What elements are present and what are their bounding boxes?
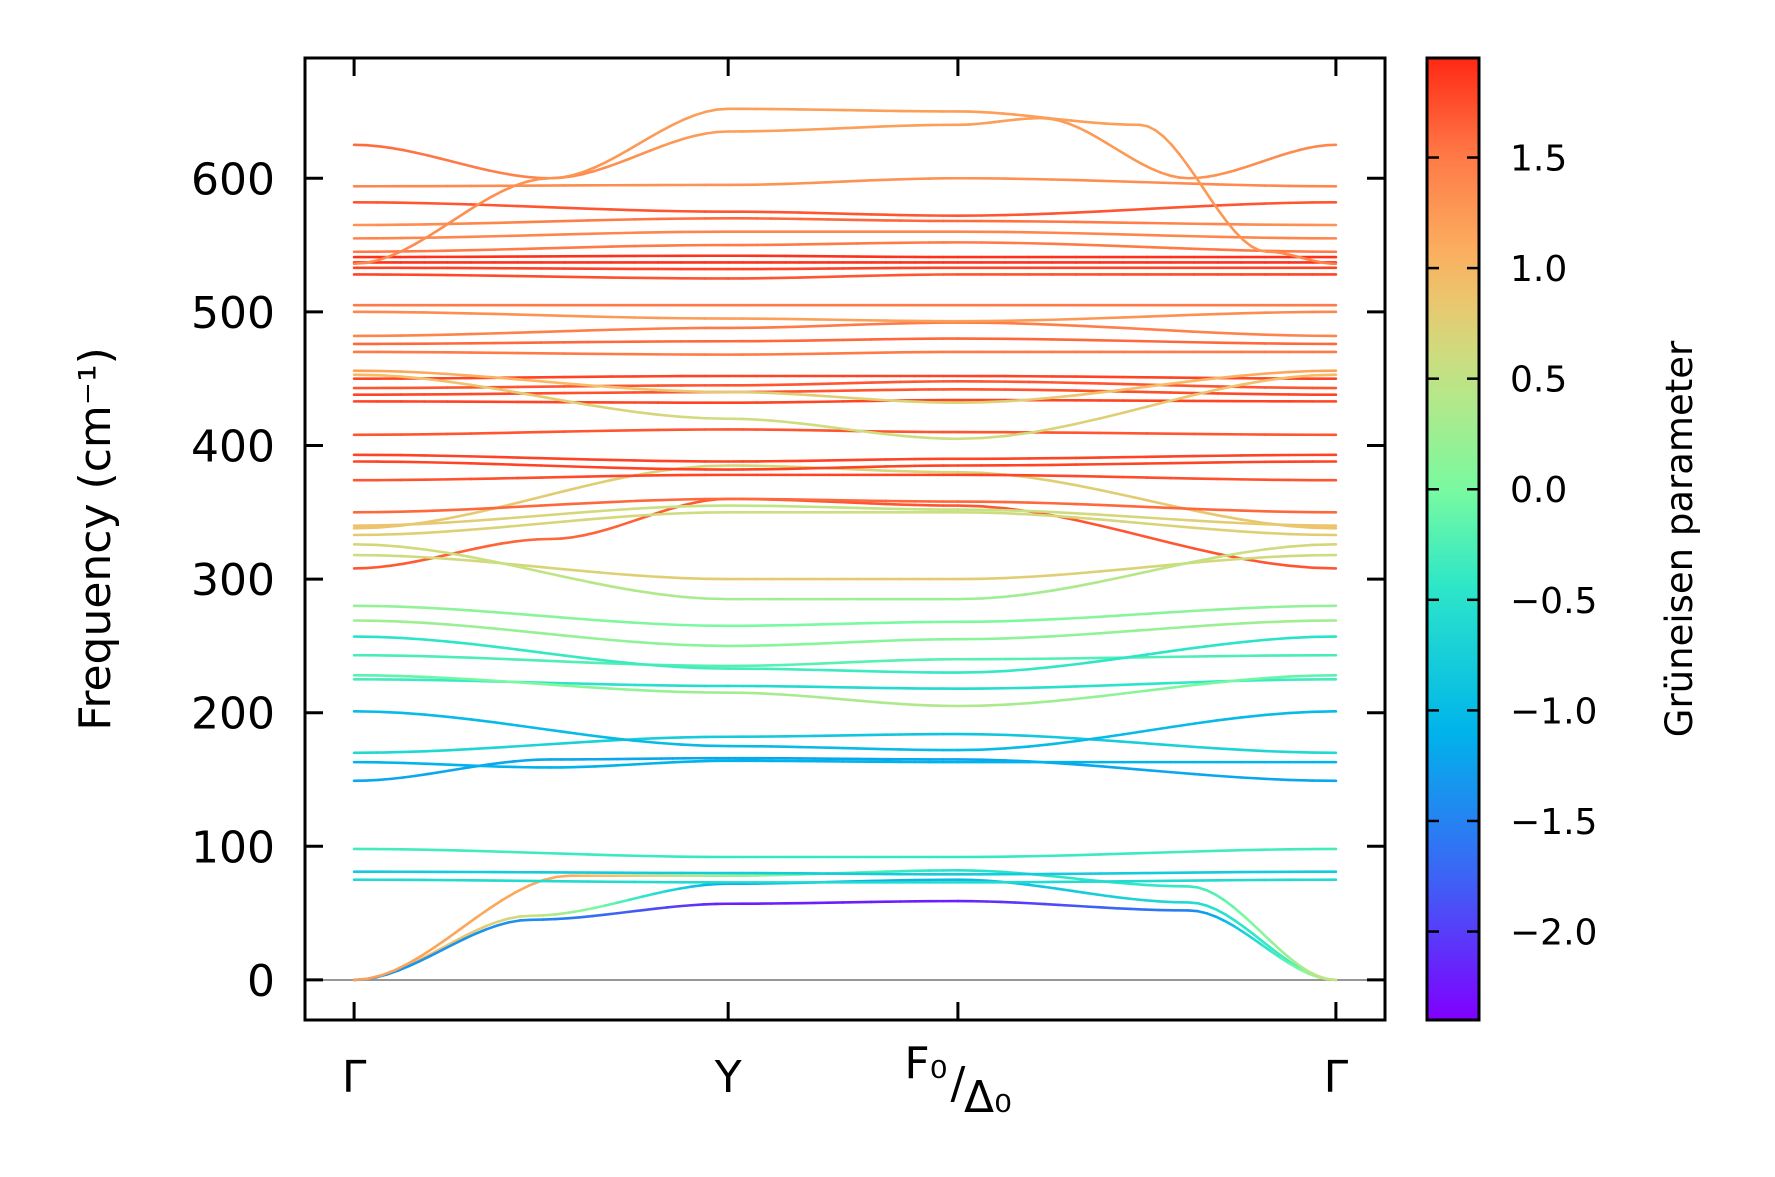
colorbar-ticks: −2.0 −1.5 −1.0 −0.5 0.0 0.5 1.0 1.5 (1427, 139, 1597, 954)
band-b388 (352, 460, 1338, 471)
x-tick-label-denominator: Δ₀ (964, 1072, 1012, 1123)
colorbar-gradient (1427, 58, 1479, 1020)
x-tick-label: Y (714, 1052, 742, 1103)
band-b326 (352, 543, 1338, 601)
band-b81 (352, 870, 1338, 876)
band-b257 (352, 635, 1338, 674)
band-b433 (352, 398, 1338, 405)
colorbar-tick-label: 1.5 (1510, 139, 1567, 180)
band-b541 (352, 254, 1338, 259)
band-b625 (352, 116, 1338, 180)
band-b555 (352, 230, 1338, 240)
y-tick-label: 200 (191, 689, 275, 740)
band-b533 (352, 266, 1338, 271)
band-acoustic-2 (352, 899, 1338, 982)
band-b170 (352, 732, 1338, 755)
colorbar-tick-label: 0.0 (1510, 470, 1567, 511)
band-b340 (352, 504, 1338, 527)
x-tick-label: Γ (1324, 1052, 1349, 1103)
band-b374 (352, 473, 1338, 482)
y-tick-label: 0 (247, 956, 275, 1007)
band-b528 (352, 273, 1338, 280)
band-b594 (352, 176, 1338, 188)
band-b545 (352, 241, 1338, 254)
y-tick-label: 300 (191, 555, 275, 606)
band-b333 (352, 510, 1338, 537)
band-b536top (352, 107, 1338, 266)
band-b98 (352, 847, 1338, 859)
band-b163 (352, 759, 1338, 769)
band-b350 (352, 497, 1338, 514)
band-b582 (352, 201, 1338, 217)
colorbar-frame (1425, 56, 1481, 1022)
band-b201 (352, 710, 1338, 752)
colorbar-title: Grüneisen parameter (1658, 340, 1701, 737)
x-tick-label: Γ (342, 1052, 367, 1103)
x-tick-label-slash: / (950, 1058, 965, 1109)
y-tick-label: 500 (191, 288, 275, 339)
colorbar-tick-label: 1.0 (1510, 249, 1567, 290)
colorbar-tick-label: −0.5 (1510, 581, 1597, 622)
band-b393 (352, 453, 1338, 463)
band-b453 (352, 373, 1338, 441)
y-tick-label: 600 (191, 154, 275, 205)
plot-frame (303, 56, 1387, 1022)
colorbar-tick-label: −1.0 (1510, 691, 1597, 732)
y-axis-title: Frequency (cm⁻¹) (70, 347, 121, 731)
colorbar-tick-label: 0.5 (1510, 360, 1567, 401)
band-b269 (352, 619, 1338, 648)
colorbar-tick-label: −1.5 (1510, 802, 1597, 843)
band-b456 (352, 369, 1338, 405)
band-b470 (352, 350, 1338, 356)
band-b228 (352, 673, 1338, 708)
band-b476 (352, 337, 1338, 346)
y-axis-ticks: 0 100 200 300 400 500 600 (191, 154, 1385, 1007)
band-b280 (352, 604, 1338, 628)
x-tick-label-numerator: F₀ (904, 1038, 947, 1089)
band-b500 (352, 310, 1338, 323)
band-b243 (352, 653, 1338, 668)
band-b75 (352, 878, 1338, 884)
band-b318 (352, 553, 1338, 581)
x-axis-ticks: Γ Y F₀/Δ₀ Γ (342, 58, 1349, 1123)
band-acoustic-1 (352, 878, 1338, 982)
colorbar-tick-label: −2.0 (1510, 913, 1597, 954)
band-b482 (352, 321, 1338, 338)
band-lines (352, 107, 1338, 982)
y-tick-label: 100 (191, 822, 275, 873)
band-b565 (352, 217, 1338, 227)
y-tick-label: 400 (191, 421, 275, 472)
